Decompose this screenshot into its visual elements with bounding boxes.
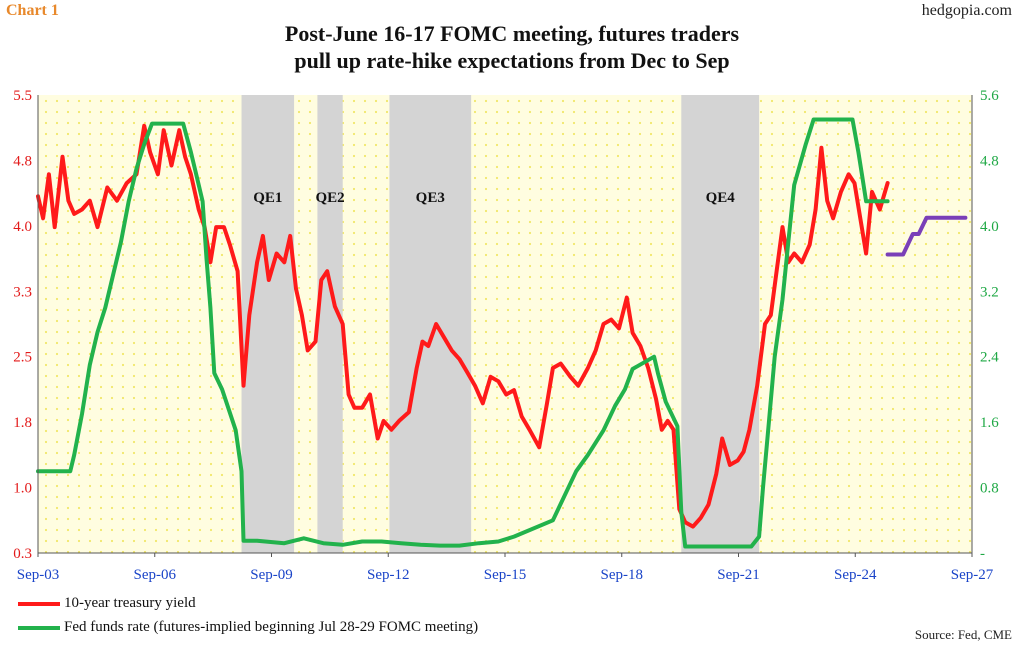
series-lines <box>36 117 968 549</box>
legend-swatch-fedfunds <box>18 625 60 630</box>
site-name: hedgopia.com <box>921 2 1012 19</box>
series-line-fedfunds <box>36 117 890 549</box>
right-tick-label: 2.4 <box>980 350 999 366</box>
right-tick-label: 4.8 <box>980 153 999 169</box>
left-tick-label: 3.3 <box>13 284 32 300</box>
qe-label-2: QE2 <box>315 190 344 206</box>
x-tick-label: Sep-18 <box>601 567 644 583</box>
chart-label: Chart 1 <box>6 2 59 19</box>
axes: 0.3 1.0 1.8 2.5 3.3 4.0 4.8 5.5 - 0.8 1.6 2.4 3.2 4.0… <box>13 88 999 583</box>
left-tick-label: 1.8 <box>13 415 32 431</box>
qe-region-2 <box>317 95 343 553</box>
x-tick-label: Sep-06 <box>134 567 177 583</box>
series-line-treasury <box>36 123 890 529</box>
legend-item-fedfunds: Fed funds rate (futures-implied beginnin… <box>18 619 478 636</box>
left-tick-label: 4.8 <box>13 153 32 169</box>
left-tick-label: 1.0 <box>13 481 32 497</box>
x-tick-label: Sep-15 <box>484 567 527 583</box>
qe-region-4 <box>681 95 760 553</box>
legend-label-fedfunds: Fed funds rate (futures-implied beginnin… <box>64 619 479 635</box>
legend-swatch-treasury <box>18 601 60 606</box>
chart-title-line-1: Post-June 16-17 FOMC meeting, futures tr… <box>284 21 740 46</box>
x-tick-label: Sep-21 <box>717 567 760 583</box>
right-tick-label: 3.2 <box>980 284 999 300</box>
left-tick-label: 2.5 <box>13 350 32 366</box>
right-tick-label: 5.6 <box>980 88 999 104</box>
chart-title-line-2: pull up rate-hike expectations from Dec … <box>294 48 730 73</box>
qe-label-1: QE1 <box>253 190 282 206</box>
left-tick-label: 4.0 <box>13 219 32 235</box>
plot-background <box>38 95 972 553</box>
source-note: Source: Fed, CME <box>914 627 1012 642</box>
qe-region-3 <box>389 95 472 553</box>
x-tick-label: Sep-12 <box>367 567 410 583</box>
right-tick-label: 1.6 <box>980 415 999 431</box>
series-line-implied <box>885 215 968 257</box>
legend-label-treasury: 10-year treasury yield <box>64 595 196 611</box>
x-tick-label: Sep-27 <box>951 567 994 583</box>
x-tick-label: Sep-09 <box>250 567 293 583</box>
x-tick-label: Sep-24 <box>834 567 877 583</box>
left-tick-label: 0.3 <box>13 546 32 562</box>
qe-label-3: QE3 <box>416 190 445 206</box>
right-tick-label: 0.8 <box>980 481 999 497</box>
qe-label-4: QE4 <box>706 190 736 206</box>
left-tick-label: 5.5 <box>13 88 32 104</box>
legend-item-treasury: 10-year treasury yield <box>18 595 196 612</box>
right-tick-label: - <box>980 546 985 562</box>
plot-dot-pattern <box>38 95 972 553</box>
right-tick-label: 4.0 <box>980 219 999 235</box>
x-tick-label: Sep-03 <box>17 567 60 583</box>
